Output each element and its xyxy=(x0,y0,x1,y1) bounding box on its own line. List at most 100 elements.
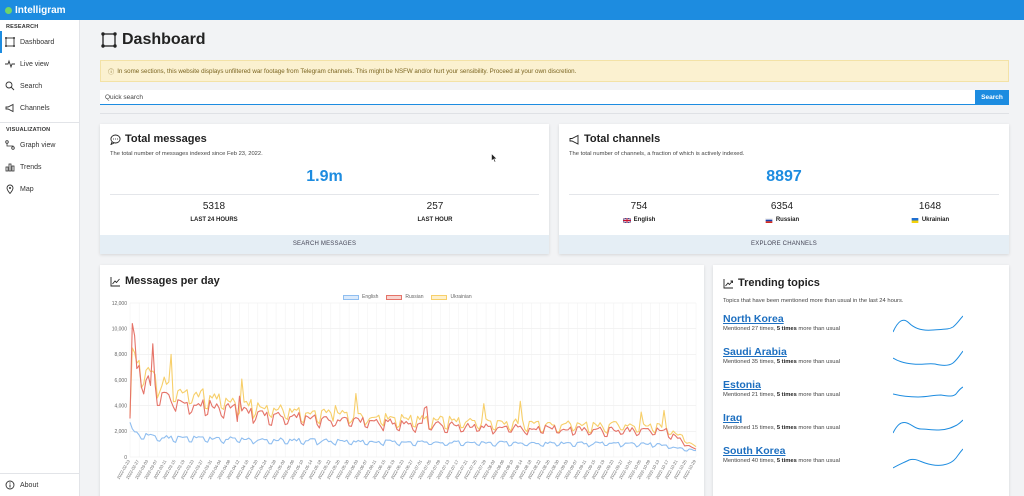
total-messages-subtitle: The total number of messages indexed sin… xyxy=(110,151,263,157)
sidebar-item-label: Map xyxy=(20,185,34,193)
y-tick-label: 0 xyxy=(124,455,127,461)
bar-chart-icon xyxy=(5,162,15,172)
stat-label-text: Ukrainian xyxy=(921,217,950,223)
total-channels-value: 8897 xyxy=(766,168,802,185)
legend-item-ukrainian[interactable]: Ukrainian xyxy=(431,294,472,300)
sidebar-item-graph-view[interactable]: Graph view xyxy=(0,134,79,156)
topic-sparkline xyxy=(893,448,963,469)
card-title: Total messages xyxy=(110,133,207,145)
trending-title: Trending topics xyxy=(738,277,820,289)
topic-link[interactable]: Iraq xyxy=(723,412,743,424)
card-title: Total channels xyxy=(569,133,660,145)
total-messages-value: 1.9m xyxy=(306,168,343,185)
topic-item: Estonia Mentioned 21 times, 5 times more… xyxy=(723,379,840,398)
line-chart-icon xyxy=(110,276,120,286)
pulse-icon xyxy=(5,59,15,69)
legend-swatch xyxy=(386,294,403,300)
series-line-english xyxy=(129,422,697,452)
sidebar-item-channels[interactable]: Channels xyxy=(0,97,79,119)
topic-meta: Mentioned 35 times, 5 times more than us… xyxy=(723,359,840,365)
russia-flag-icon xyxy=(765,217,773,223)
stat-ukrainian-channels: 1648 Ukrainian xyxy=(890,201,970,223)
sidebar-item-label: Graph view xyxy=(20,141,56,149)
stat-last-hour: 257 LAST HOUR xyxy=(390,201,480,223)
graph-icon xyxy=(5,140,15,150)
page-title: Dashboard xyxy=(101,31,206,49)
legend-label: English xyxy=(362,294,379,300)
dashboard-icon xyxy=(101,32,117,48)
stat-label: Russian xyxy=(742,217,822,223)
info-icon xyxy=(5,480,15,490)
stat-label: English xyxy=(599,217,679,223)
quick-search-bar: Search xyxy=(100,90,1009,105)
main-content: Dashboard ⓘ In some sections, this websi… xyxy=(81,20,1024,496)
quick-search-input[interactable] xyxy=(100,90,975,105)
top-bar: Intelligram xyxy=(0,0,1024,20)
trending-up-icon xyxy=(723,278,733,288)
series-line-russian xyxy=(129,322,697,450)
topic-item: Saudi Arabia Mentioned 35 times, 5 times… xyxy=(723,346,840,365)
card-title: Trending topics xyxy=(723,277,820,289)
legend-item-english[interactable]: English xyxy=(343,294,378,300)
total-channels-card: Total channels The total number of chann… xyxy=(559,124,1009,254)
sidebar-footer: About xyxy=(0,473,79,496)
logo-icon xyxy=(5,6,12,14)
sidebar-item-label: Dashboard xyxy=(20,38,55,46)
sidebar-item-label: Channels xyxy=(20,104,50,112)
stat-last-24-hours: 5318 LAST 24 HOURS xyxy=(169,201,259,223)
stat-label-text: English xyxy=(633,217,656,223)
megaphone-icon xyxy=(569,134,579,145)
topic-sparkline xyxy=(893,419,963,434)
sidebar-item-label: Live view xyxy=(20,60,49,68)
stat-value: 754 xyxy=(630,201,648,212)
sidebar-item-about[interactable]: About xyxy=(0,474,79,496)
topic-link[interactable]: South Korea xyxy=(723,445,786,457)
sidebar: RESEARCH Dashboard Live view Search Chan… xyxy=(0,20,80,496)
y-tick-label: 12,000 xyxy=(112,301,128,307)
legend-swatch xyxy=(343,294,359,300)
total-channels-title: Total channels xyxy=(584,133,661,145)
total-channels-subtitle: The total number of channels, a fraction… xyxy=(569,151,745,157)
trending-topics-card: Trending topics Topics that have been me… xyxy=(713,265,1009,496)
stat-value: 257 xyxy=(426,201,444,212)
legend-item-russian[interactable]: Russian xyxy=(386,294,423,300)
app-name[interactable]: Intelligram xyxy=(15,4,66,16)
sidebar-section-research: RESEARCH xyxy=(6,24,39,30)
alert-text: In some sections, this website displays … xyxy=(117,67,577,75)
card-title: Messages per day xyxy=(110,275,220,287)
ukraine-flag-icon xyxy=(911,217,919,223)
sidebar-item-label: Trends xyxy=(20,163,42,171)
stat-label: LAST HOUR xyxy=(417,217,453,223)
search-icon xyxy=(5,81,15,91)
y-tick-label: 10,000 xyxy=(112,326,128,332)
series-line-ukrainian xyxy=(129,347,697,448)
card-divider xyxy=(569,194,999,195)
topic-item: South Korea Mentioned 40 times, 5 times … xyxy=(723,445,840,464)
stat-label-text: Russian xyxy=(775,217,800,223)
total-messages-card: Total messages The total number of messa… xyxy=(100,124,549,254)
messages-per-day-chart: 02,0004,0006,0008,00010,00012,0002022-02… xyxy=(112,301,697,480)
uk-flag-icon xyxy=(622,217,631,223)
topic-meta: Mentioned 15 times, 5 times more than us… xyxy=(723,425,840,431)
search-messages-link[interactable]: SEARCH MESSAGES xyxy=(100,235,549,254)
chart-legend: English Russian Ukrainian xyxy=(343,294,480,300)
sidebar-item-map[interactable]: Map xyxy=(0,178,79,200)
sidebar-item-dashboard[interactable]: Dashboard xyxy=(0,31,79,53)
topic-meta: Mentioned 27 times, 5 times more than us… xyxy=(723,326,840,332)
divider xyxy=(100,113,1009,114)
topic-link[interactable]: Saudi Arabia xyxy=(723,346,787,358)
stat-russian-channels: 6354 Russian xyxy=(742,201,822,223)
sidebar-section-visualization: VISUALIZATION xyxy=(6,127,51,133)
sidebar-divider xyxy=(0,122,79,123)
sidebar-item-live-view[interactable]: Live view xyxy=(0,53,79,75)
dashboard-icon xyxy=(5,37,15,47)
explore-channels-link[interactable]: EXPLORE CHANNELS xyxy=(559,235,1009,254)
y-tick-label: 2,000 xyxy=(114,429,127,435)
stat-value: 1648 xyxy=(918,201,942,212)
search-button[interactable]: Search xyxy=(975,90,1009,105)
messages-per-day-title: Messages per day xyxy=(125,275,220,287)
topic-link[interactable]: Estonia xyxy=(723,379,761,391)
sidebar-item-search[interactable]: Search xyxy=(0,75,79,97)
topic-link[interactable]: North Korea xyxy=(723,313,784,325)
sidebar-item-trends[interactable]: Trends xyxy=(0,156,79,178)
